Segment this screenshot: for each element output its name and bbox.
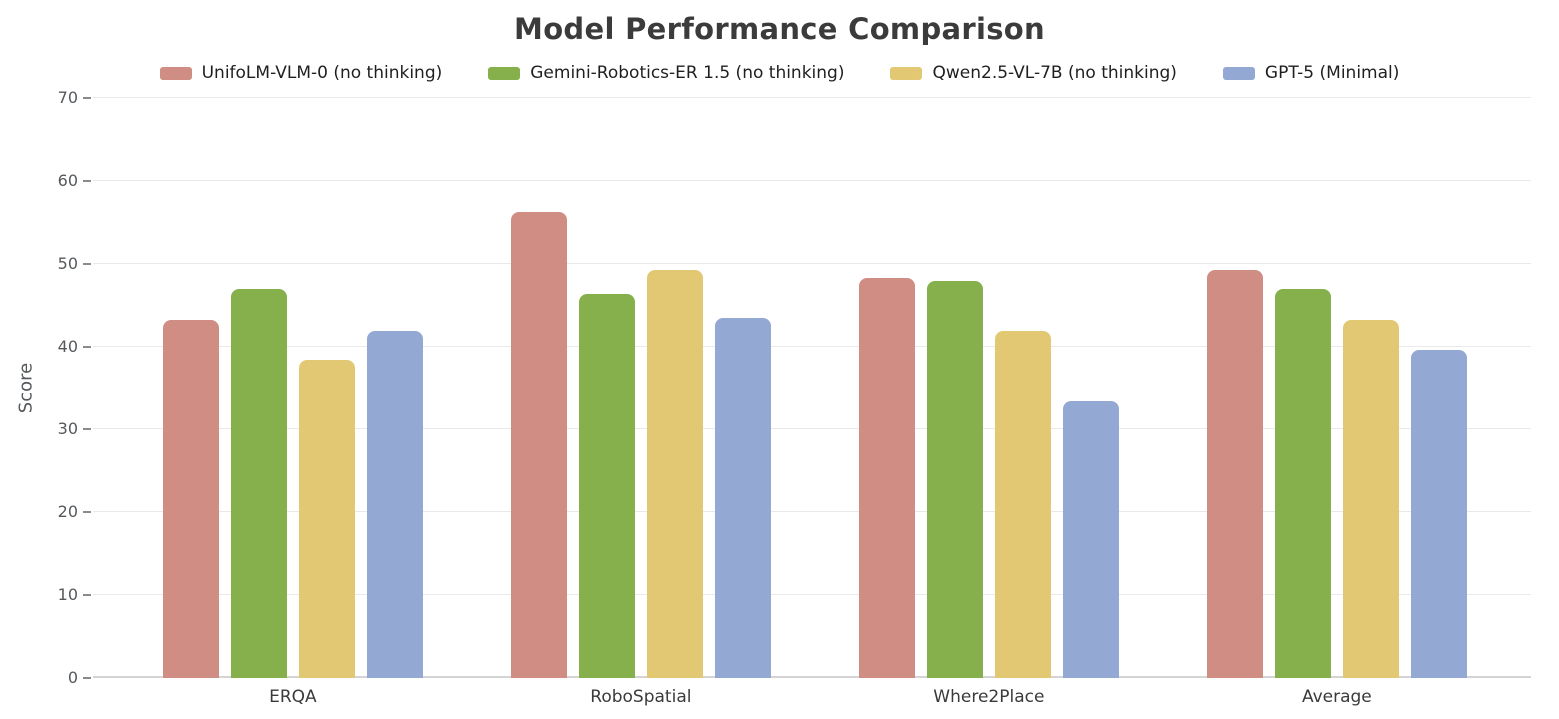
y-axis-label: Score <box>15 362 37 414</box>
legend-swatch-icon <box>159 66 192 80</box>
y-tick-mark <box>83 511 91 514</box>
y-tick-label: 50 <box>57 253 78 273</box>
bar-gemini-robotics-er-average <box>1274 288 1331 678</box>
plot-area: 0 10 20 30 40 50 60 70 ERQA RoboSpatial Where2Plac… <box>58 90 1531 707</box>
y-tick-mark <box>83 677 91 679</box>
bar-group-average: Average <box>1206 98 1467 707</box>
gridline <box>93 345 1531 347</box>
x-category-label: RoboSpatial <box>590 687 692 707</box>
legend: UnifoLM-VLM-0 (no thinking) Gemini-Roboti… <box>0 63 1559 83</box>
bar-group-erqa: ERQA <box>162 98 423 707</box>
y-tick-label: 70 <box>57 88 78 107</box>
y-tick-mark <box>83 97 91 99</box>
legend-item-label: Gemini-Robotics-ER 1.5 (no thinking) <box>530 63 845 83</box>
legend-item-label: UnifoLM-VLM-0 (no thinking) <box>201 63 443 83</box>
bar-qwen2.5-vl-7b-robospatial <box>646 270 703 678</box>
legend-swatch-icon <box>488 66 521 80</box>
bar-gpt-5-where2place <box>1062 401 1119 678</box>
gridline <box>93 262 1531 264</box>
bar-group-where2place: Where2Place <box>858 98 1119 707</box>
bar-unifolm-vlm-0-where2place <box>858 277 915 678</box>
gridline <box>93 179 1531 181</box>
y-tick-label: 0 <box>67 668 78 687</box>
legend-swatch-icon <box>890 66 923 80</box>
bar-group-robospatial: RoboSpatial <box>510 98 771 707</box>
bar-gemini-robotics-er-robospatial <box>578 294 635 678</box>
y-tick-mark <box>83 428 91 431</box>
legend-item: Qwen2.5-VL-7B (no thinking) <box>890 63 1177 83</box>
legend-swatch-icon <box>1222 66 1255 80</box>
legend-item: GPT-5 (Minimal) <box>1222 63 1400 83</box>
bar-gpt-5-robospatial <box>714 318 771 678</box>
gridline <box>93 511 1531 513</box>
bar-qwen2.5-vl-7b-average <box>1342 320 1399 678</box>
y-tick-mark <box>83 179 91 182</box>
y-tick-label: 10 <box>57 585 78 605</box>
bar-qwen2.5-vl-7b-erqa <box>298 359 355 678</box>
y-tick-label: 60 <box>57 170 78 190</box>
legend-item-label: Qwen2.5-VL-7B (no thinking) <box>932 63 1177 83</box>
x-axis-line <box>93 676 1531 678</box>
bar-unifolm-vlm-0-erqa <box>162 320 219 678</box>
bar-unifolm-vlm-0-average <box>1206 270 1263 678</box>
x-category-label: ERQA <box>269 687 317 707</box>
y-tick-label: 30 <box>57 419 78 439</box>
y-tick-mark <box>83 594 91 597</box>
x-category-label: Where2Place <box>933 687 1045 707</box>
bar-unifolm-vlm-0-robospatial <box>510 212 567 678</box>
legend-item: Gemini-Robotics-ER 1.5 (no thinking) <box>488 63 844 83</box>
y-tick-mark <box>83 345 91 348</box>
y-tick-mark <box>83 262 91 265</box>
legend-item: UnifoLM-VLM-0 (no thinking) <box>159 63 443 83</box>
x-category-label: Average <box>1301 687 1372 707</box>
y-tick-label: 40 <box>57 336 78 356</box>
bar-gemini-robotics-er-erqa <box>230 289 287 678</box>
gridline <box>93 428 1531 430</box>
gridline <box>93 594 1531 596</box>
gridline <box>93 97 1531 98</box>
bar-gemini-robotics-er-where2place <box>926 281 983 678</box>
chart-title: Model Performance Comparison <box>514 12 1045 46</box>
y-tick-label: 20 <box>57 502 78 522</box>
bar-qwen2.5-vl-7b-where2place <box>994 330 1051 678</box>
bar-gpt-5-average <box>1410 349 1467 678</box>
bar-gpt-5-erqa <box>366 330 423 678</box>
legend-item-label: GPT-5 (Minimal) <box>1264 63 1400 83</box>
